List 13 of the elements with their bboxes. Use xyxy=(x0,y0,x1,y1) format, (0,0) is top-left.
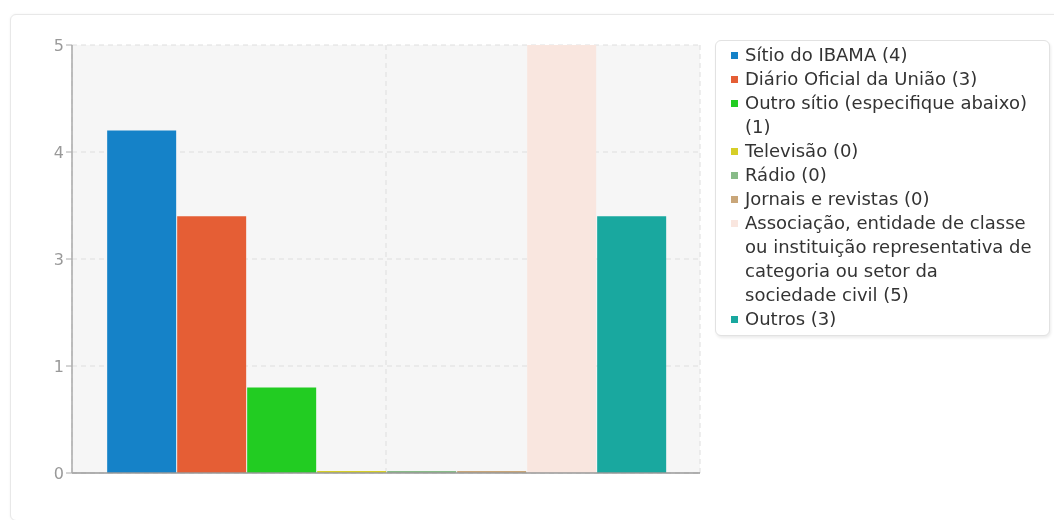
legend-label: Diário Oficial da União (3) xyxy=(745,67,979,91)
legend-label: Associação, entidade de classe ou instituição representativa de categoria ou setor da sociedade civil (5) xyxy=(745,211,1032,307)
legend-label: Outros (3) xyxy=(745,307,838,331)
legend-label: Jornais e revistas (0) xyxy=(745,187,931,211)
legend-label: Televisão (0) xyxy=(745,139,860,163)
y-tick-label: 1 xyxy=(53,356,64,376)
y-tick-label: 5 xyxy=(53,35,64,55)
y-tick-label: 0 xyxy=(53,463,64,483)
legend-label: Rádio (0) xyxy=(745,163,828,187)
y-tick-label: 4 xyxy=(53,142,64,162)
y-tick-label: 3 xyxy=(53,249,64,269)
legend-label: Outro sítio (especifique abaixo) (1) xyxy=(745,91,1028,139)
legend-label: Sítio do IBAMA (4) xyxy=(745,43,909,67)
